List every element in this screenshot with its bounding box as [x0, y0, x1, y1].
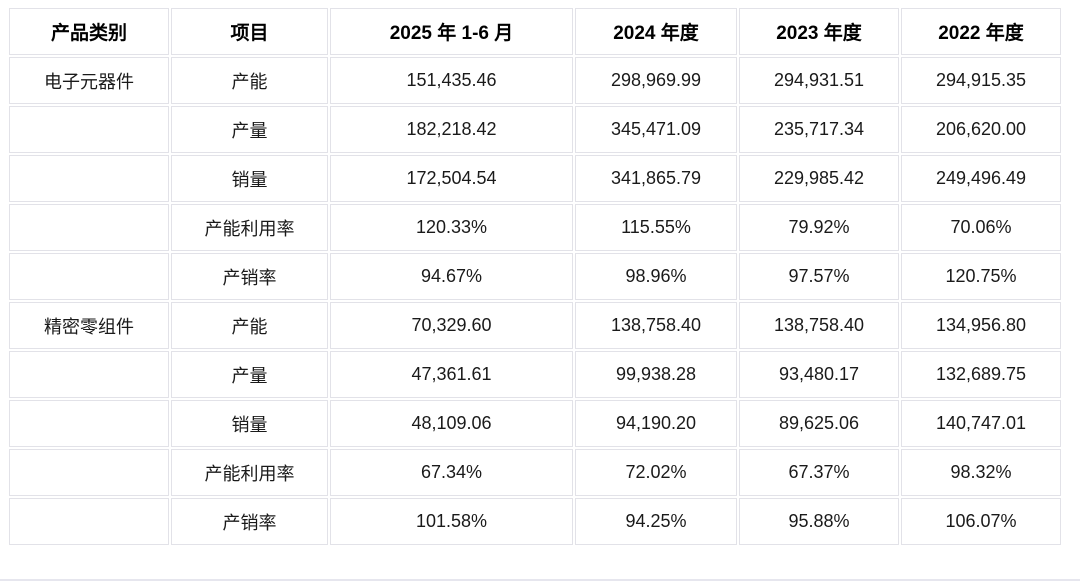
value-cell: 48,109.06	[330, 400, 573, 447]
value-cell: 235,717.34	[739, 106, 899, 153]
category-cell	[9, 106, 169, 153]
value-cell: 106.07%	[901, 498, 1061, 545]
category-cell	[9, 351, 169, 398]
value-cell: 132,689.75	[901, 351, 1061, 398]
item-cell: 产销率	[171, 253, 328, 300]
item-cell: 产销率	[171, 498, 328, 545]
value-cell: 294,915.35	[901, 57, 1061, 104]
table-row: 产能利用率 120.33% 115.55% 79.92% 70.06%	[9, 204, 1061, 251]
value-cell: 98.32%	[901, 449, 1061, 496]
value-cell: 249,496.49	[901, 155, 1061, 202]
category-cell	[9, 253, 169, 300]
item-cell: 产能	[171, 302, 328, 349]
table-row: 产销率 101.58% 94.25% 95.88% 106.07%	[9, 498, 1061, 545]
table-row: 产量 47,361.61 99,938.28 93,480.17 132,689…	[9, 351, 1061, 398]
value-cell: 206,620.00	[901, 106, 1061, 153]
value-cell: 345,471.09	[575, 106, 737, 153]
value-cell: 93,480.17	[739, 351, 899, 398]
category-cell	[9, 155, 169, 202]
category-cell	[9, 400, 169, 447]
value-cell: 115.55%	[575, 204, 737, 251]
header-cell-2023: 2023 年度	[739, 8, 899, 55]
table-row: 销量 172,504.54 341,865.79 229,985.42 249,…	[9, 155, 1061, 202]
value-cell: 89,625.06	[739, 400, 899, 447]
header-cell-2024: 2024 年度	[575, 8, 737, 55]
value-cell: 229,985.42	[739, 155, 899, 202]
value-cell: 97.57%	[739, 253, 899, 300]
item-cell: 销量	[171, 155, 328, 202]
production-capacity-table: 产品类别 项目 2025 年 1-6 月 2024 年度 2023 年度 202…	[7, 6, 1063, 547]
value-cell: 120.33%	[330, 204, 573, 251]
item-cell: 产能利用率	[171, 449, 328, 496]
value-cell: 298,969.99	[575, 57, 737, 104]
category-cell	[9, 204, 169, 251]
header-row: 产品类别 项目 2025 年 1-6 月 2024 年度 2023 年度 202…	[9, 8, 1061, 55]
category-cell	[9, 498, 169, 545]
value-cell: 294,931.51	[739, 57, 899, 104]
value-cell: 138,758.40	[575, 302, 737, 349]
header-cell-2025-h1: 2025 年 1-6 月	[330, 8, 573, 55]
category-cell: 精密零组件	[9, 302, 169, 349]
value-cell: 151,435.46	[330, 57, 573, 104]
category-cell	[9, 449, 169, 496]
value-cell: 140,747.01	[901, 400, 1061, 447]
bottom-rule	[0, 579, 1080, 581]
table-body: 电子元器件 产能 151,435.46 298,969.99 294,931.5…	[9, 57, 1061, 545]
item-cell: 销量	[171, 400, 328, 447]
category-cell: 电子元器件	[9, 57, 169, 104]
header-cell-item: 项目	[171, 8, 328, 55]
header-cell-2022: 2022 年度	[901, 8, 1061, 55]
table-row: 精密零组件 产能 70,329.60 138,758.40 138,758.40…	[9, 302, 1061, 349]
table-row: 电子元器件 产能 151,435.46 298,969.99 294,931.5…	[9, 57, 1061, 104]
value-cell: 341,865.79	[575, 155, 737, 202]
value-cell: 94.25%	[575, 498, 737, 545]
item-cell: 产能	[171, 57, 328, 104]
table-row: 销量 48,109.06 94,190.20 89,625.06 140,747…	[9, 400, 1061, 447]
value-cell: 70,329.60	[330, 302, 573, 349]
table-row: 产量 182,218.42 345,471.09 235,717.34 206,…	[9, 106, 1061, 153]
value-cell: 94,190.20	[575, 400, 737, 447]
value-cell: 94.67%	[330, 253, 573, 300]
value-cell: 67.34%	[330, 449, 573, 496]
table-row: 产销率 94.67% 98.96% 97.57% 120.75%	[9, 253, 1061, 300]
item-cell: 产能利用率	[171, 204, 328, 251]
item-cell: 产量	[171, 106, 328, 153]
value-cell: 182,218.42	[330, 106, 573, 153]
item-cell: 产量	[171, 351, 328, 398]
value-cell: 67.37%	[739, 449, 899, 496]
value-cell: 134,956.80	[901, 302, 1061, 349]
table-row: 产能利用率 67.34% 72.02% 67.37% 98.32%	[9, 449, 1061, 496]
value-cell: 120.75%	[901, 253, 1061, 300]
value-cell: 47,361.61	[330, 351, 573, 398]
value-cell: 95.88%	[739, 498, 899, 545]
value-cell: 98.96%	[575, 253, 737, 300]
value-cell: 138,758.40	[739, 302, 899, 349]
value-cell: 72.02%	[575, 449, 737, 496]
value-cell: 70.06%	[901, 204, 1061, 251]
value-cell: 172,504.54	[330, 155, 573, 202]
header-cell-category: 产品类别	[9, 8, 169, 55]
value-cell: 99,938.28	[575, 351, 737, 398]
value-cell: 101.58%	[330, 498, 573, 545]
value-cell: 79.92%	[739, 204, 899, 251]
